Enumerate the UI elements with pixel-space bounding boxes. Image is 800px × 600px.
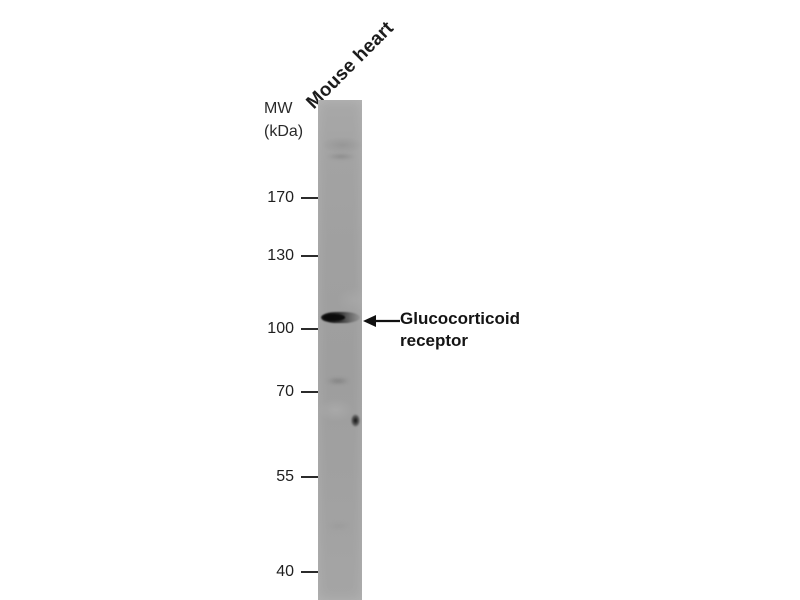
mw-axis-title: MW (kDa) (264, 97, 303, 143)
mw-marker-130: 130 (258, 245, 320, 267)
mw-marker-70: 70 (258, 381, 320, 403)
mw-marker-100: 100 (258, 318, 320, 340)
mw-marker-label: 170 (267, 189, 294, 206)
mw-marker-tick-icon (301, 255, 320, 257)
mw-marker-55: 55 (258, 466, 320, 488)
left-arrow-icon (363, 315, 400, 327)
mw-marker-tick-icon (301, 571, 320, 573)
faint-band-high (322, 152, 360, 161)
dark-spot-artifact (350, 413, 361, 428)
mw-marker-170: 170 (258, 187, 320, 209)
mw-marker-tick-icon (301, 391, 320, 393)
mw-marker-label: 55 (276, 468, 294, 485)
mw-marker-tick-icon (301, 328, 320, 330)
mw-marker-label: 130 (267, 247, 294, 264)
band-annotation-line1: Glucocorticoid (400, 309, 520, 328)
glucocorticoid-receptor-band-core (323, 314, 345, 321)
blot-lane-mouse-heart (318, 100, 362, 600)
mw-axis-title-line2: (kDa) (264, 123, 304, 141)
band-annotation-line2: receptor (400, 330, 469, 350)
lane-background-mottling (324, 520, 354, 532)
mw-marker-label: 100 (267, 320, 294, 337)
mw-marker-label: 40 (276, 563, 294, 580)
mw-marker-label: 70 (276, 383, 294, 400)
mw-marker-tick-icon (301, 197, 320, 199)
mw-marker-tick-icon (301, 476, 320, 478)
band-annotation-label: Glucocorticoid receptor (400, 308, 520, 352)
faint-band-70 (323, 376, 353, 386)
mw-axis-title-line1: MW (264, 100, 293, 117)
mw-marker-40: 40 (258, 561, 320, 583)
